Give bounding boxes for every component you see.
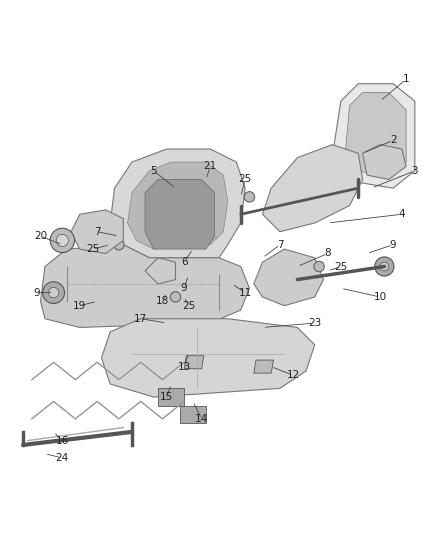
Text: 21: 21 [204, 161, 217, 172]
Polygon shape [71, 210, 123, 254]
Text: 24: 24 [56, 453, 69, 463]
Text: 7: 7 [277, 240, 283, 250]
Text: 14: 14 [195, 414, 208, 424]
Text: 2: 2 [390, 135, 396, 146]
Circle shape [170, 292, 181, 302]
Text: 19: 19 [73, 301, 86, 311]
Text: 9: 9 [33, 288, 39, 297]
Circle shape [43, 282, 64, 303]
Text: 11: 11 [238, 288, 252, 297]
Circle shape [314, 261, 324, 272]
Polygon shape [110, 149, 245, 258]
Text: 25: 25 [334, 262, 347, 271]
Text: 5: 5 [150, 166, 157, 176]
Polygon shape [145, 180, 215, 249]
Text: 6: 6 [181, 257, 187, 267]
Text: 4: 4 [399, 209, 405, 219]
Circle shape [375, 257, 394, 276]
Polygon shape [102, 319, 315, 397]
Text: 17: 17 [134, 314, 147, 324]
Text: 23: 23 [308, 318, 321, 328]
Circle shape [380, 262, 389, 271]
Text: 8: 8 [325, 248, 331, 259]
Text: 20: 20 [34, 231, 47, 241]
Text: 9: 9 [390, 240, 396, 250]
Polygon shape [180, 406, 206, 423]
Polygon shape [158, 389, 184, 406]
Text: 16: 16 [56, 435, 69, 446]
Circle shape [56, 235, 68, 246]
Text: 18: 18 [156, 296, 169, 306]
Polygon shape [332, 84, 415, 188]
Polygon shape [254, 360, 273, 373]
Circle shape [244, 192, 254, 202]
Text: 9: 9 [181, 283, 187, 293]
Polygon shape [363, 144, 406, 180]
Polygon shape [145, 258, 176, 284]
Text: 12: 12 [286, 370, 300, 381]
Circle shape [114, 239, 124, 250]
Polygon shape [254, 249, 323, 305]
Polygon shape [345, 92, 406, 175]
Polygon shape [262, 144, 363, 232]
Text: 13: 13 [177, 361, 191, 372]
Polygon shape [184, 356, 204, 369]
Text: 25: 25 [238, 174, 252, 184]
Circle shape [48, 287, 59, 298]
Polygon shape [41, 245, 250, 327]
Text: 15: 15 [160, 392, 173, 402]
Circle shape [50, 228, 74, 253]
Text: 3: 3 [412, 166, 418, 176]
Text: 1: 1 [403, 75, 410, 84]
Text: 25: 25 [182, 301, 195, 311]
Text: 7: 7 [94, 227, 100, 237]
Text: 10: 10 [374, 292, 387, 302]
Polygon shape [127, 162, 228, 249]
Text: 25: 25 [86, 244, 99, 254]
